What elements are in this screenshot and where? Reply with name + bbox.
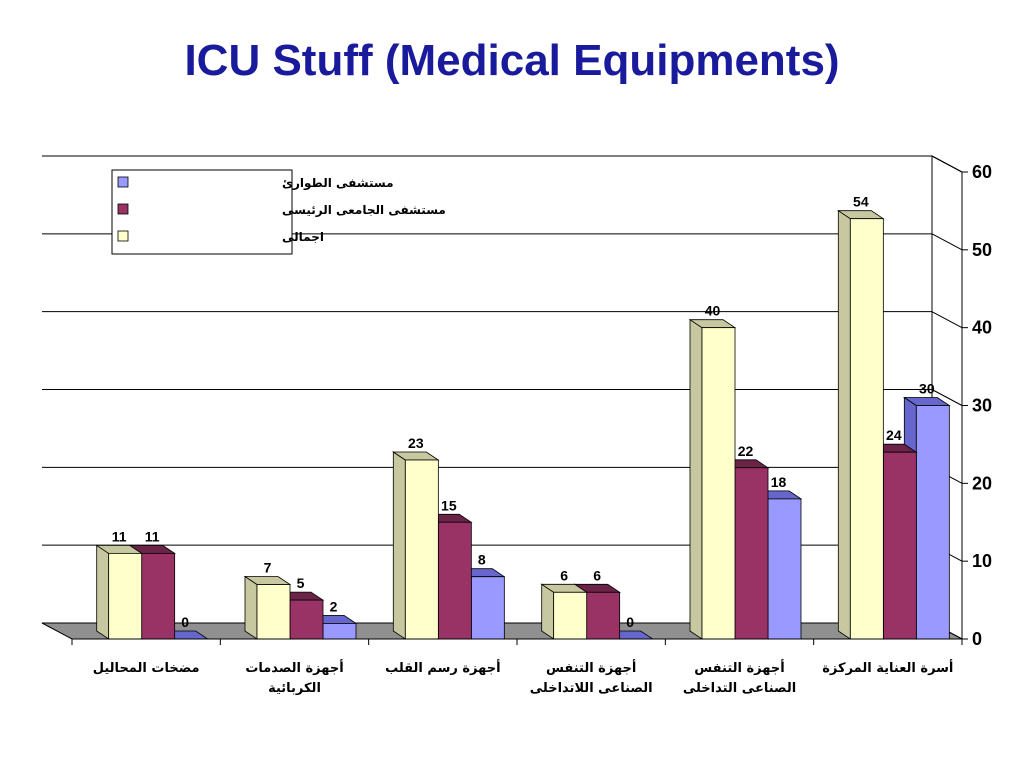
data-label: 8 <box>478 552 486 568</box>
gridline-side <box>931 311 963 329</box>
legend-swatch <box>117 203 129 215</box>
bar-front <box>437 521 472 640</box>
legend-label: اجمالى <box>282 230 324 244</box>
data-label: 0 <box>181 614 189 630</box>
bar-front <box>289 599 324 640</box>
bar <box>688 318 737 640</box>
bar <box>540 583 589 640</box>
legend: مستشفى الطوارئ مستشفى الجامعى الرئيسى اجما… <box>111 169 446 255</box>
data-label: 30 <box>919 381 935 397</box>
bar-side <box>689 318 703 640</box>
data-labels: 0 11 11 2 5 7 8 15 23 0 6 6 18 22 40 30 24 54 <box>112 194 935 630</box>
x-tick-label: مضخات المحاليل <box>93 661 200 676</box>
legend-swatch <box>117 176 129 188</box>
bar-side <box>837 209 851 640</box>
y-tick-label: 30 <box>972 396 992 416</box>
data-label: 11 <box>145 528 160 544</box>
bar-front <box>322 623 357 640</box>
bar-front <box>882 451 917 640</box>
y-tick-label: 20 <box>972 473 992 493</box>
legend-swatch <box>117 230 129 242</box>
bar-front <box>256 584 291 640</box>
x-tick-label: الكربائية <box>268 681 321 696</box>
data-label: 54 <box>853 194 869 210</box>
x-tick-label: أجهزة التنفس <box>694 659 784 676</box>
x-tick-label: أجهزة التنفس <box>546 659 636 676</box>
x-tick-label: الصناعى اللاتداخلى <box>530 681 653 696</box>
bar-front <box>553 591 588 640</box>
bar <box>836 209 885 640</box>
bar-front <box>915 405 950 640</box>
bar-front <box>470 576 505 640</box>
data-label: 5 <box>297 575 305 591</box>
data-label: 0 <box>626 614 634 630</box>
data-label: 6 <box>560 567 568 583</box>
bar-side <box>392 451 406 640</box>
legend-label: مستشفى الطوارئ <box>282 176 394 191</box>
y-tick-label: 50 <box>972 240 992 260</box>
data-label: 11 <box>112 528 127 544</box>
bar-front <box>141 552 176 640</box>
x-tick-label: أجهزة رسم القلب <box>385 659 500 676</box>
x-tick-label: أجهزة الصدمات <box>245 659 343 676</box>
bar <box>243 575 292 640</box>
bar-front <box>849 218 884 640</box>
data-label: 23 <box>408 435 424 451</box>
data-label: 2 <box>330 598 338 614</box>
bar-front <box>404 459 439 640</box>
gridline-side <box>931 389 963 406</box>
chart-bars <box>95 209 951 640</box>
bar-side <box>541 583 555 640</box>
bar-front <box>108 552 143 640</box>
x-tick-label: أسرة العناية المركزة <box>822 659 953 676</box>
data-label: 15 <box>441 497 457 513</box>
bar-front <box>586 591 621 640</box>
bar-front <box>701 327 736 640</box>
bar-front <box>767 498 802 640</box>
data-label: 6 <box>593 567 601 583</box>
y-tick-label: 10 <box>972 551 992 571</box>
data-label: 22 <box>738 443 754 459</box>
data-label: 18 <box>771 474 787 490</box>
data-label: 24 <box>886 427 902 443</box>
bar-front <box>734 467 769 640</box>
data-label: 7 <box>264 560 272 576</box>
data-label: 40 <box>705 303 721 319</box>
y-tick-label: 0 <box>972 629 982 649</box>
x-tick-label: الصناعى التداخلى <box>683 681 796 696</box>
y-axis: 0 10 20 30 40 50 60 <box>961 162 992 649</box>
x-axis: مضخات المحاليل أجهزة الصدمات الكربائية أجهز… <box>71 638 963 696</box>
gridline-side <box>931 233 963 251</box>
bar-side <box>96 544 110 640</box>
bar <box>95 544 144 640</box>
y-tick-label: 60 <box>972 162 992 182</box>
legend-box <box>111 169 293 255</box>
y-tick-label: 40 <box>972 318 992 338</box>
bar-side <box>244 575 258 640</box>
gridline-side <box>931 155 963 173</box>
slide-title: ICU Stuff (Medical Equipments) <box>184 36 840 85</box>
bar <box>391 451 440 640</box>
legend-label: مستشفى الجامعى الرئيسى <box>282 203 446 217</box>
